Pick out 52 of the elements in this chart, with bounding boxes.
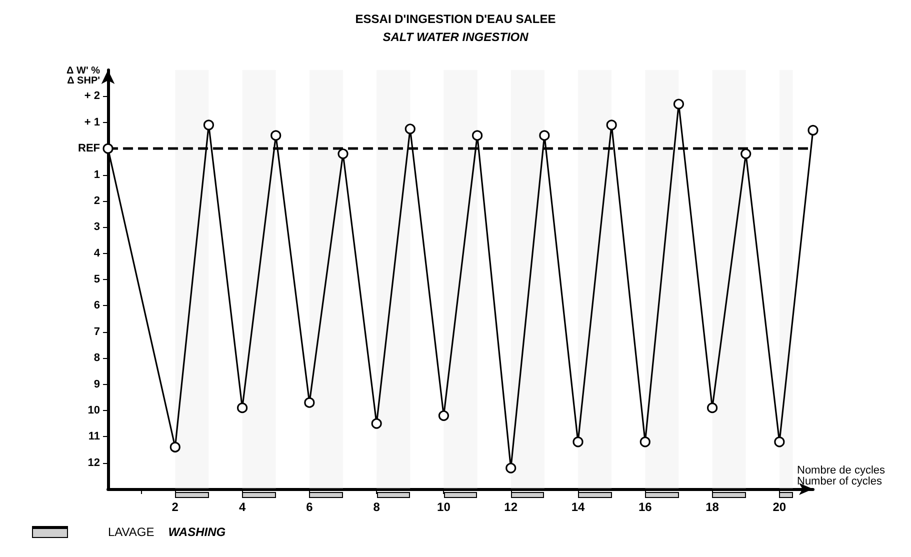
- y-axis-title: Δ W' % Δ SHP': [66, 66, 100, 86]
- point: [438, 410, 450, 421]
- y-tick-label: 9: [94, 378, 100, 390]
- x-tick-label: 16: [638, 500, 652, 514]
- y-tick-label: 11: [88, 430, 100, 443]
- point: [170, 442, 180, 452]
- point: [774, 436, 785, 448]
- x-tick-label: 2: [172, 500, 179, 514]
- point: [740, 148, 752, 160]
- y-tick-label: REF: [78, 142, 100, 155]
- point: [102, 143, 114, 154]
- point: [404, 124, 416, 134]
- x-tick-label: 8: [373, 500, 380, 514]
- y-tick-label: 5: [94, 274, 100, 286]
- x-tick-label: 12: [504, 500, 518, 514]
- x-tick-label: 4: [238, 500, 246, 514]
- y-tick-label: + 2: [84, 90, 100, 102]
- y-tick-label: 4: [94, 247, 101, 260]
- point: [673, 98, 684, 110]
- y-tick-label: + 1: [84, 116, 100, 128]
- y-tick-label: 6: [94, 300, 100, 312]
- point: [203, 120, 214, 130]
- y-tick-label: 1: [94, 168, 100, 181]
- chart-title: ESSAI D'INGESTION D'EAU SALEE: [355, 12, 556, 26]
- point: [371, 418, 382, 429]
- text: WASHING: [168, 525, 226, 539]
- x-tick-label: 18: [706, 500, 720, 514]
- y-tick-label: 3: [94, 221, 100, 234]
- point: [572, 436, 584, 448]
- x-tick-label: 14: [571, 500, 585, 514]
- point: [606, 120, 617, 130]
- point: [539, 130, 550, 141]
- y-tick-label: 12: [88, 456, 100, 469]
- x-tick-label: 6: [306, 500, 314, 514]
- point: [236, 402, 248, 414]
- y-tick-label: 10: [88, 404, 100, 416]
- point: [472, 130, 483, 141]
- y-tick-label: 7: [94, 326, 100, 338]
- y-tick-label: 8: [94, 352, 100, 364]
- x-axis-title: Nombre de cycles Number of cycles: [797, 464, 886, 488]
- x-tick-label: 20: [772, 500, 786, 514]
- x-tick-label: 10: [437, 500, 451, 514]
- point: [808, 124, 818, 136]
- point: [706, 402, 718, 414]
- text: LAVAGE: [108, 525, 154, 539]
- chart-subtitle: SALT WATER INGESTION: [382, 30, 529, 44]
- point: [640, 436, 650, 448]
- point: [506, 462, 516, 474]
- point: [270, 130, 282, 141]
- point: [304, 397, 315, 408]
- y-tick-label: 2: [94, 194, 100, 207]
- point: [338, 148, 348, 160]
